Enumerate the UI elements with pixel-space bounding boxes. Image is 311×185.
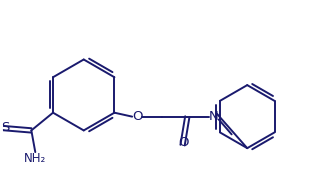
Text: O: O (178, 136, 189, 149)
Text: S: S (2, 121, 10, 134)
Text: NH₂: NH₂ (24, 152, 46, 164)
Text: N: N (209, 110, 219, 123)
Text: O: O (132, 110, 142, 123)
